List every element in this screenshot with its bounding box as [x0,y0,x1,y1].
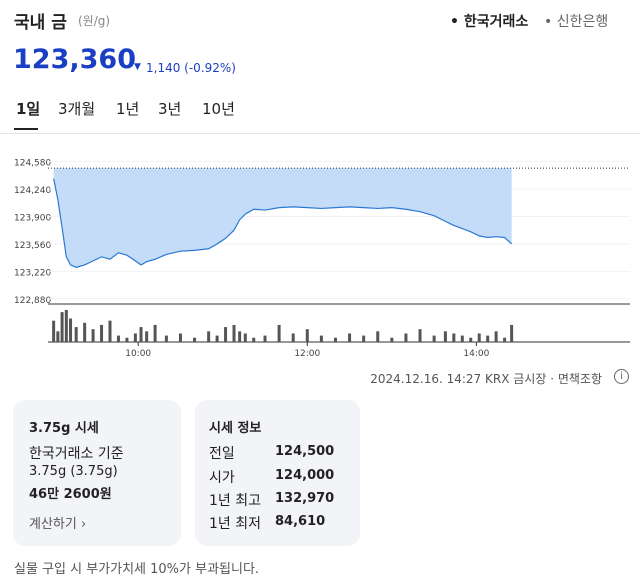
divider [0,133,640,134]
y-tick-label: 123,220 [14,268,51,278]
volume-bar [83,322,87,342]
volume-bar [100,324,104,342]
volume-bar [238,331,242,342]
row-label: 1년 최고 [209,493,261,509]
volume-bar [404,333,408,342]
volume-bar [390,337,394,342]
card-text: 한국거래소 기준 [29,446,124,462]
volume-bar [305,329,309,342]
volume-bar [486,335,490,342]
volume-bar [91,329,95,342]
title: 국내 금 [14,13,67,33]
volume-bar [418,329,422,342]
volume-bar [232,324,236,342]
volume-bar [469,337,473,342]
volume-bar [69,318,73,342]
volume-bar [74,327,78,342]
volume-bar [510,324,514,342]
y-tick-label: 122,880 [14,296,51,306]
row-label: 시가 [209,470,235,486]
volume-bar [178,333,182,342]
volume-bar [60,312,64,342]
y-tick-label: 124,240 [14,186,51,196]
row-value: 124,500 [275,444,335,459]
timestamp-text: 2024.12.16. 14:27 KRX 금시장 [370,372,547,386]
volume-bar [333,337,337,342]
calc-label: 계산하기 [29,517,77,532]
x-tick-label: 10:00 [125,349,151,359]
volume-bar [108,320,112,342]
note: 실물 구입 시 부가가치세 10%가 부과됩니다. [14,562,260,577]
card-title: 3.75g 시세 [29,421,99,436]
volume-bar [452,333,456,342]
period-tab[interactable]: 1년 [116,100,140,118]
volume-bar [193,337,197,342]
volume-bar [277,324,281,342]
chart: 124,580 124,240 123,900 123,560 123,220 122,8… [14,159,630,359]
y-tick-label: 123,560 [14,241,51,251]
card-price: 46만 2600원 [29,487,112,502]
period-tab[interactable]: 1일 [16,100,41,118]
source-label: 신한은행 [556,14,609,30]
calc-link[interactable]: 계산하기 › [29,517,87,532]
row-value: 132,970 [275,491,335,506]
card: 시세 정보 전일 124,500 시가 124,000 1년 최고 132,97… [195,400,360,546]
volume-bar [139,327,143,342]
volume-bar [64,310,68,342]
price-line [53,178,513,268]
volume-bar [207,331,211,342]
volume-bar [494,331,498,342]
y-tick-label: 123,900 [14,214,51,224]
volume-bar [145,331,149,342]
card-text: 3.75g (3.75g) [29,464,118,479]
source-tab[interactable]: • 한국거래소 [450,14,529,30]
period-tab[interactable]: 10년 [202,100,235,118]
volume-bar [116,335,120,342]
tab-underline [14,128,38,130]
x-tick-label: 12:00 [294,349,320,359]
volume-bar [133,333,137,342]
volume-bar [460,335,464,342]
disclaimer-link[interactable]: 면책조항 [557,372,602,386]
unit: (원/g) [78,14,111,28]
volume-bar [319,335,323,342]
volume-bar [252,337,256,342]
row-value: 84,610 [275,514,326,529]
row-value: 124,000 [275,468,335,483]
source-tab[interactable]: • 신한은행 [544,14,609,30]
change: 1,140 (-0.92%) [146,61,236,75]
volume-bar [153,324,157,342]
x-tick-label: 14:00 [463,349,489,359]
volume-bar [443,331,447,342]
volume-bar [432,335,436,342]
volume-bar [291,333,295,342]
volume-bar [376,331,380,342]
period-tab[interactable]: 3개월 [58,100,96,118]
card: 3.75g 시세 한국거래소 기준 3.75g (3.75g) 46만 2600… [13,400,181,546]
volume-bar [164,335,168,342]
price: 123,360 [13,44,136,75]
volume-bar [52,320,56,342]
volume-bar [215,335,219,342]
area [53,168,512,268]
card-title: 시세 정보 [209,421,262,436]
timestamp: 2024.12.16. 14:27 KRX 금시장 · 면책조항 [370,372,602,386]
volume-bar [503,337,507,342]
row-label: 전일 [209,446,235,462]
volume-bar [224,327,228,342]
down-arrow: ▼ [134,62,141,72]
volume-bar [263,335,267,342]
volume-bar [243,333,247,342]
y-tick-label: 124,580 [14,159,51,169]
info-icon[interactable]: i [614,369,629,384]
volume-bar [125,337,129,342]
volume-bar [362,335,366,342]
source-label: 한국거래소 [463,14,529,30]
volume-bar [348,333,352,342]
row-label: 1년 최저 [209,516,261,532]
volume-bar [56,331,60,342]
period-tab[interactable]: 3년 [158,100,182,118]
volume-bar [477,333,481,342]
